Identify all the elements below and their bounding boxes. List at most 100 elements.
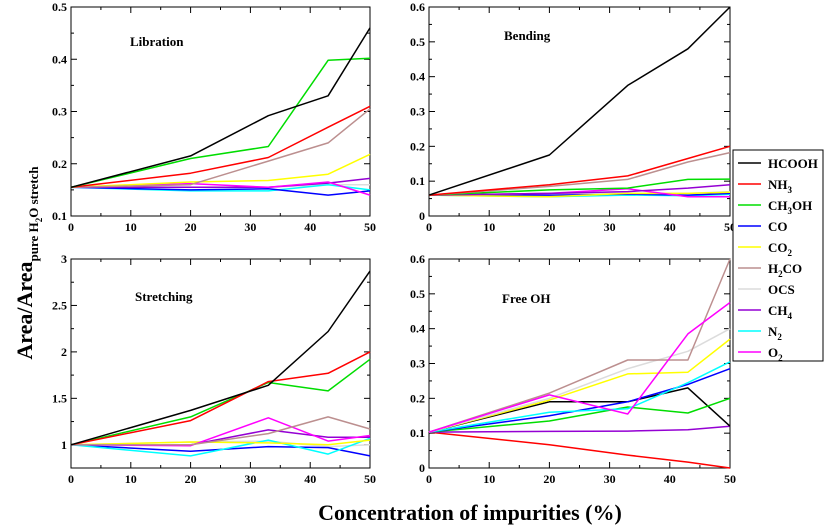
y-axis-label-sub-c: O stretch bbox=[26, 166, 41, 218]
x-tick-label: 20 bbox=[185, 472, 197, 486]
series-line-hcooh bbox=[70, 27, 371, 189]
legend-item-ch3oh: CH3OH bbox=[738, 198, 812, 216]
y-axis-label-sub-a: pure H bbox=[26, 222, 41, 261]
series-line-h2co bbox=[428, 151, 731, 196]
x-tick-label: 10 bbox=[483, 472, 495, 486]
legend-label-rest: CO bbox=[783, 261, 803, 276]
y-tick-label: 0.1 bbox=[410, 426, 425, 440]
series-line-co2 bbox=[428, 191, 731, 198]
x-tick-label: 50 bbox=[364, 472, 376, 486]
x-tick-label: 30 bbox=[244, 220, 256, 234]
y-tick-label: 0.2 bbox=[410, 139, 425, 153]
series-line-nh3 bbox=[70, 351, 371, 446]
series-line-ch4 bbox=[428, 183, 731, 196]
y-axis-label: Area/Areapure H2O stretch bbox=[12, 166, 44, 360]
series-line-co2 bbox=[70, 439, 371, 446]
y-tick-label: 0.4 bbox=[410, 322, 425, 336]
legend-label-base: HCOOH bbox=[768, 156, 818, 171]
series-line-h2co bbox=[70, 108, 371, 189]
x-tick-label: 10 bbox=[125, 472, 137, 486]
y-tick-label: 0.3 bbox=[410, 105, 425, 119]
series-line-o2 bbox=[428, 301, 731, 433]
x-tick-label: 40 bbox=[664, 220, 676, 234]
legend-label: H2CO bbox=[768, 261, 802, 279]
legend-item-h2co: H2CO bbox=[738, 261, 802, 279]
series-line-ocs bbox=[428, 328, 731, 433]
series-line-co bbox=[428, 367, 731, 433]
x-tick-label: 20 bbox=[543, 472, 555, 486]
legend-item-ocs: OCS bbox=[738, 282, 795, 297]
legend-item-nh3: NH3 bbox=[738, 177, 793, 195]
series-line-nh3 bbox=[428, 431, 731, 469]
x-tick-label: 0 bbox=[426, 220, 432, 234]
x-tick-label: 20 bbox=[185, 220, 197, 234]
legend-label-base: CO bbox=[768, 219, 788, 234]
legend-label-base: N bbox=[768, 324, 778, 339]
legend-label-subscript: 3 bbox=[788, 185, 793, 195]
panel-title: Free OH bbox=[502, 291, 551, 306]
y-tick-label: 0.2 bbox=[410, 391, 425, 405]
plot-frame bbox=[428, 6, 731, 217]
x-tick-label: 0 bbox=[68, 472, 74, 486]
series-line-hcooh bbox=[70, 270, 371, 446]
legend-label: NH3 bbox=[768, 177, 793, 195]
y-tick-label: 0.4 bbox=[52, 52, 67, 66]
legend-label: CO bbox=[768, 219, 788, 234]
legend-label: HCOOH bbox=[768, 156, 818, 171]
series-line-n2 bbox=[70, 437, 371, 457]
series-group bbox=[70, 270, 371, 457]
x-tick-label: 30 bbox=[244, 472, 256, 486]
series-group bbox=[70, 27, 371, 196]
y-tick-label: 2 bbox=[61, 345, 67, 359]
y-axis-label-sub-b: 2 bbox=[34, 217, 44, 222]
legend-label-rest: OH bbox=[792, 198, 812, 213]
x-tick-label: 50 bbox=[364, 220, 376, 234]
legend-label: OCS bbox=[768, 282, 795, 297]
y-axis-label-main: Area/Area bbox=[12, 261, 37, 359]
x-tick-label: 0 bbox=[68, 220, 74, 234]
series-group bbox=[428, 6, 731, 198]
legend-label: CH3OH bbox=[768, 198, 812, 216]
series-line-n2 bbox=[428, 361, 731, 433]
series-line-ch3oh bbox=[70, 358, 371, 446]
x-tick-label: 40 bbox=[664, 472, 676, 486]
series-group bbox=[428, 258, 731, 469]
y-tick-label: 0 bbox=[419, 461, 425, 475]
x-tick-label: 20 bbox=[543, 220, 555, 234]
x-tick-label: 10 bbox=[125, 220, 137, 234]
legend-label-subscript: 4 bbox=[788, 311, 793, 321]
legend-item-hcooh: HCOOH bbox=[738, 156, 818, 171]
legend-item-co: CO bbox=[738, 219, 788, 234]
series-line-hcooh bbox=[428, 6, 731, 196]
panel-libration: 0 10 20 30 40 50 0.1 0.2 0.3 0.4 0.5 Libration bbox=[52, 0, 376, 234]
x-tick-label: 10 bbox=[483, 220, 495, 234]
legend-label-base: CH bbox=[768, 303, 788, 318]
legend-label-base: O bbox=[768, 345, 778, 360]
x-tick-label: 0 bbox=[426, 472, 432, 486]
series-line-h2co bbox=[71, 416, 371, 446]
legend-label-base: OCS bbox=[768, 282, 795, 297]
x-tick-label: 50 bbox=[724, 472, 736, 486]
y-tick-label: 0.3 bbox=[410, 357, 425, 371]
series-line-ch3oh bbox=[428, 178, 731, 196]
legend-item-n2: N2 bbox=[738, 324, 782, 342]
y-tick-label: 0.1 bbox=[52, 209, 67, 223]
y-tick-label: 0.5 bbox=[410, 35, 425, 49]
series-line-nh3 bbox=[428, 145, 731, 196]
legend-label-subscript: 2 bbox=[777, 332, 782, 342]
legend-label: CH4 bbox=[768, 303, 793, 321]
y-tick-label: 0.5 bbox=[52, 0, 67, 14]
legend-label-subscript: 3 bbox=[788, 206, 793, 216]
y-tick-label: 0.6 bbox=[410, 252, 425, 266]
legend-label-base: CH bbox=[768, 198, 788, 213]
legend-frame bbox=[732, 149, 824, 362]
legend-item-co2: CO2 bbox=[738, 240, 793, 258]
legend-label-subscript: 2 bbox=[778, 269, 783, 279]
panel-title: Bending bbox=[504, 28, 551, 43]
legend-label-subscript: 2 bbox=[778, 353, 783, 363]
series-line-co2 bbox=[428, 338, 731, 433]
